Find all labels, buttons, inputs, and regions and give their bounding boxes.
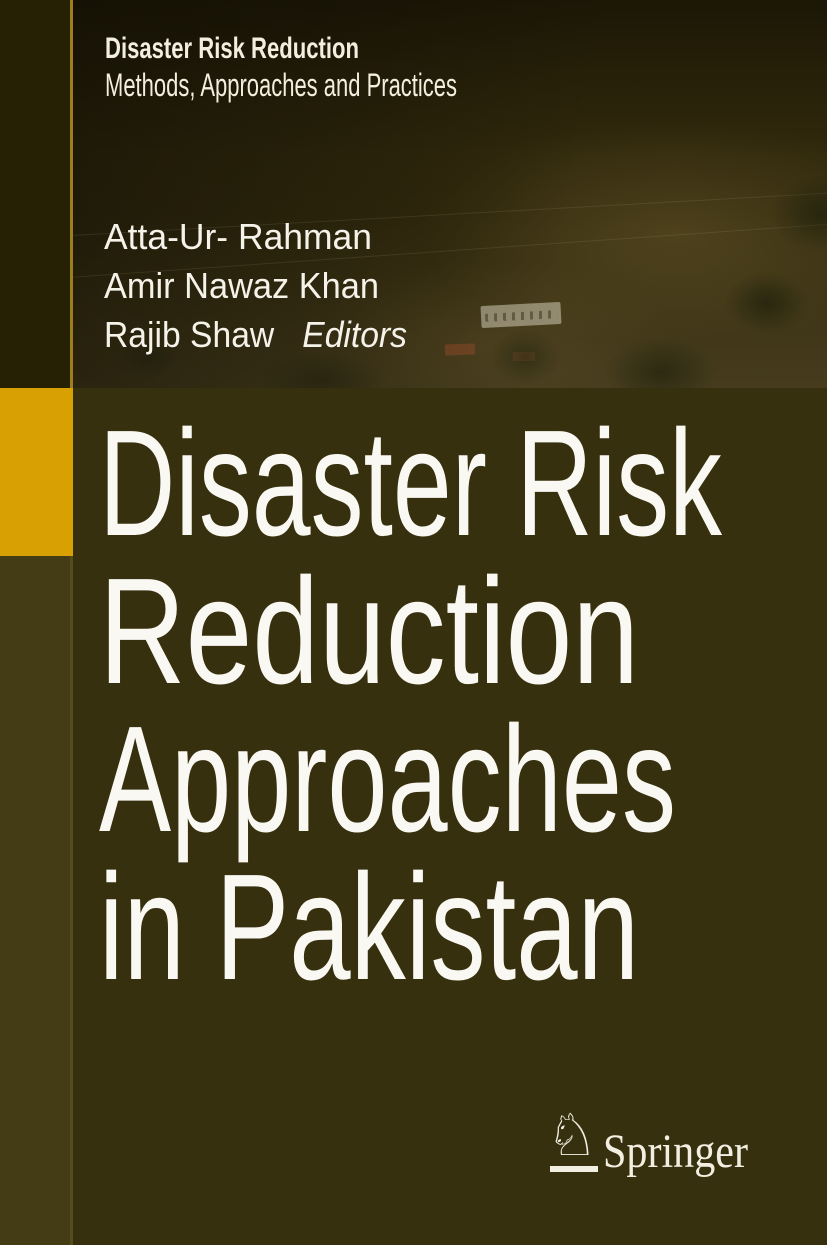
editor-name: Rajib Shaw (104, 314, 275, 355)
series-subtitle: Methods, Approaches and Practices (105, 67, 457, 103)
editor-name: Amir Nawaz Khan (104, 265, 380, 306)
book-title-line: Reduction (99, 546, 640, 715)
book-title-line: Approaches (99, 694, 677, 863)
cover-photo-hillside (53, 0, 827, 388)
book-title-line: Disaster Risk (99, 398, 722, 567)
photo-trees (73, 0, 827, 388)
series-header: Disaster Risk Reduction Methods, Approac… (105, 30, 617, 104)
gold-edge-line-bottom (70, 556, 73, 1245)
publisher-wordmark: Springer (603, 1125, 748, 1178)
gold-accent-block (0, 388, 73, 556)
book-title-line: in Pakistan (99, 842, 640, 1011)
springer-horse-underline (550, 1166, 598, 1172)
book-title: Disaster Risk Reduction Approaches in Pa… (99, 398, 827, 1011)
editor-name-with-label: Rajib Shaw Editors (104, 310, 407, 359)
left-strip-top (0, 0, 70, 388)
series-title: Disaster Risk Reduction (105, 32, 360, 65)
left-strip-bottom (0, 556, 70, 1245)
springer-horse-icon: ♘ (546, 1101, 598, 1169)
editor-name: Atta-Ur- Rahman (104, 216, 372, 257)
gold-edge-line-top (70, 0, 73, 388)
editors-label: Editors (302, 314, 408, 355)
editors-block: Atta-Ur- Rahman Amir Nawaz Khan Rajib Sh… (104, 212, 428, 359)
